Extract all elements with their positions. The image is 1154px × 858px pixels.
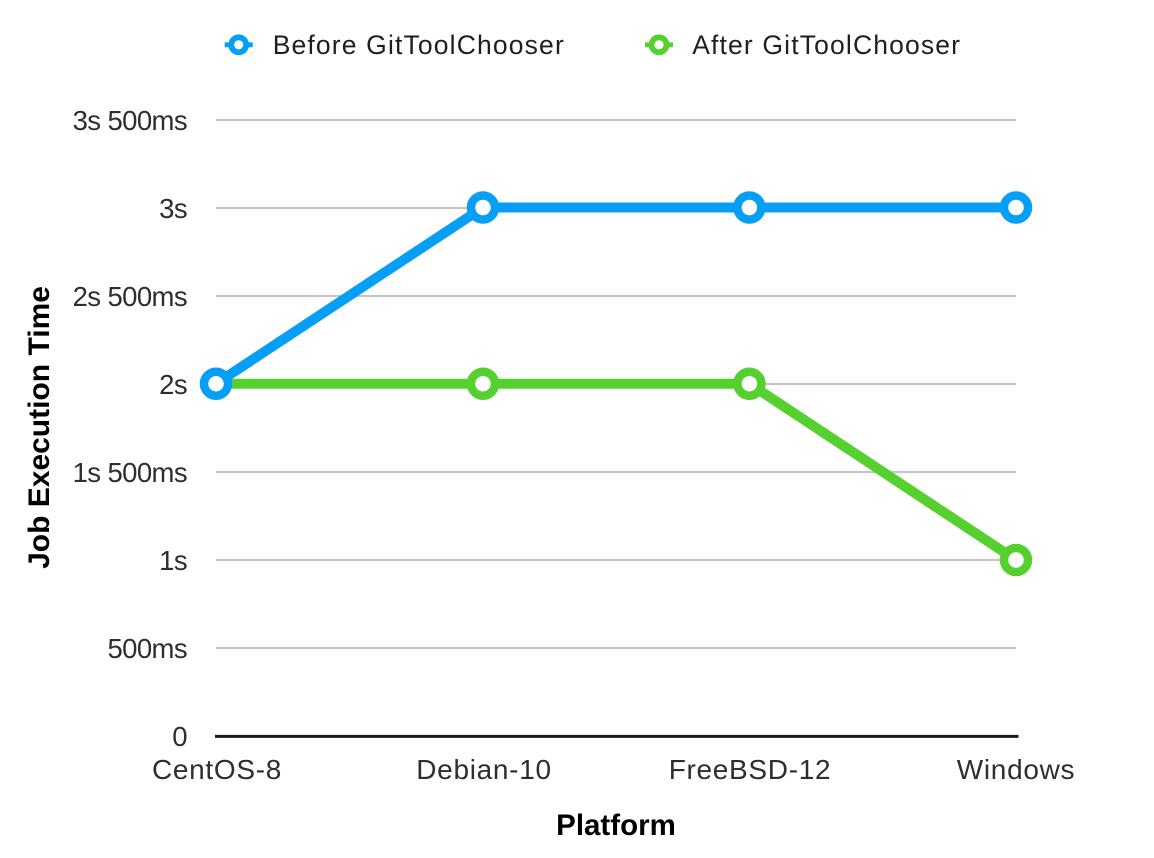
svg-text:3s 500ms: 3s 500ms <box>73 105 187 136</box>
svg-text:2s 500ms: 2s 500ms <box>73 281 187 312</box>
svg-text:3s: 3s <box>159 193 187 224</box>
svg-text:After GitToolChooser: After GitToolChooser <box>692 30 961 60</box>
svg-text:Debian-10: Debian-10 <box>416 754 552 785</box>
svg-text:FreeBSD-12: FreeBSD-12 <box>669 754 832 785</box>
svg-text:Platform: Platform <box>556 809 676 842</box>
svg-text:0: 0 <box>172 721 187 752</box>
svg-text:2s: 2s <box>159 369 187 400</box>
svg-text:Job Execution Time: Job Execution Time <box>23 286 56 569</box>
svg-text:Before GitToolChooser: Before GitToolChooser <box>273 30 565 60</box>
svg-text:Windows: Windows <box>957 754 1076 785</box>
svg-text:CentOS-8: CentOS-8 <box>152 754 282 785</box>
svg-text:500ms: 500ms <box>107 633 187 664</box>
svg-text:1s 500ms: 1s 500ms <box>73 457 187 488</box>
svg-text:1s: 1s <box>159 545 187 576</box>
